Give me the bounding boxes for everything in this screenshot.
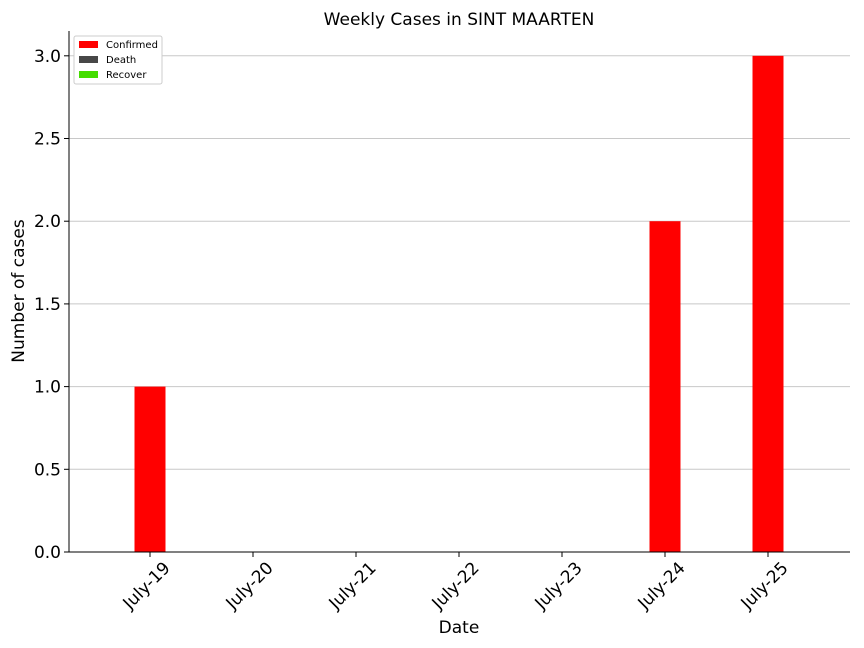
y-tick-label: 1.0 [34,378,61,398]
x-tick-label: July-22 [428,558,484,614]
legend-swatch [79,71,98,78]
y-tick-label: 0.5 [34,460,61,480]
x-tick-label: July-19 [119,558,175,614]
legend: Confirmed Death Recover [73,35,163,85]
legend-items: Confirmed Death Recover [79,40,158,81]
bar-confirmed [752,55,784,553]
x-axis-label: Date [439,618,480,638]
legend-swatch [79,56,98,63]
legend-label: Death [106,55,136,66]
y-tick-label: 2.0 [34,212,61,232]
y-tick-label: 2.5 [34,130,61,150]
bar-confirmed [134,386,166,552]
x-tick-label: July-20 [222,558,278,614]
axes-layer [68,31,850,553]
y-axis-label: Number of cases [9,219,29,363]
legend-swatch [79,41,98,48]
y-ticks: 0.0 0.5 1.0 1.5 2.0 2.5 3.0 [34,47,69,563]
y-tick-label: 3.0 [34,47,61,67]
grid-layer [69,55,850,470]
x-tick-label: July-24 [634,558,690,614]
x-tick-label: July-25 [737,558,793,614]
y-tick-label: 1.5 [34,295,61,315]
x-tick-label: July-21 [325,558,381,614]
chart-title: Weekly Cases in SINT MAARTEN [324,10,595,30]
y-tick-label: 0.0 [34,543,61,563]
legend-label: Recover [106,70,147,81]
bars-layer [134,55,784,553]
bar-confirmed [649,221,681,552]
legend-label: Confirmed [106,40,158,51]
x-tick-label: July-23 [531,558,587,614]
x-ticks: July-19 July-20 July-21 July-22 July-23 July-… [119,552,793,614]
